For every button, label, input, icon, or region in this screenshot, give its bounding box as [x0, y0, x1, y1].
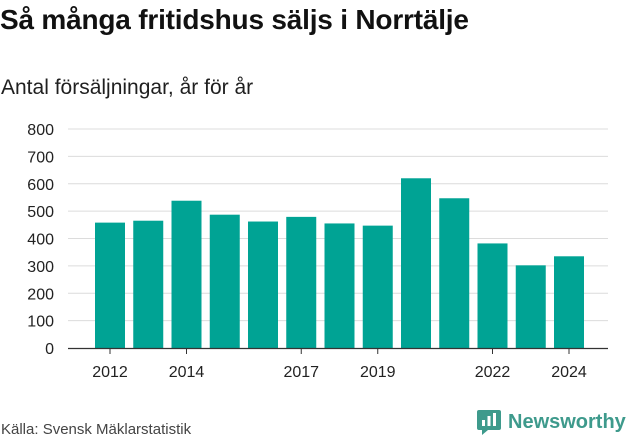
brand-logo: Newsworthy	[476, 407, 626, 437]
x-tick-label: 2019	[360, 364, 396, 381]
source-note: Källa: Svensk Mäklarstatistik	[1, 421, 192, 438]
bar-2021	[439, 198, 470, 348]
bar-2013	[133, 220, 164, 348]
y-axis-tick-labels: 0 100 200 300 400 500 600 700 800	[27, 122, 54, 358]
x-axis: 2012 2014 2017 2019 2022 2024	[68, 347, 608, 381]
bar-2023	[515, 265, 546, 348]
bar-2024	[554, 256, 584, 348]
chart-title: Så många fritidshus säljs i Norrtälje	[0, 4, 469, 35]
y-tick-label: 400	[27, 232, 54, 249]
x-tick-label: 2012	[92, 364, 128, 381]
y-tick-label: 800	[27, 122, 54, 139]
y-tick-label: 200	[27, 286, 54, 303]
bar-2014	[171, 200, 202, 348]
bar-2019	[362, 225, 393, 348]
y-tick-label: 600	[27, 177, 54, 194]
y-tick-label: 100	[27, 314, 54, 331]
bar-2020	[401, 178, 431, 348]
bar-2018	[324, 223, 355, 348]
x-tick-label: 2017	[283, 364, 319, 381]
bar-2017	[286, 216, 317, 348]
bar-2015	[209, 214, 240, 348]
bar-2012	[95, 222, 125, 348]
brand-name: Newsworthy	[508, 410, 626, 433]
chart-subtitle: Antal försäljningar, år för år	[1, 76, 254, 99]
y-tick-label: 500	[27, 204, 54, 221]
x-tick-label: 2014	[169, 364, 205, 381]
x-tick-label: 2022	[475, 364, 511, 381]
y-tick-label: 0	[45, 341, 54, 358]
bar-2016	[248, 221, 278, 348]
newsworthy-logo-icon	[477, 410, 501, 435]
x-tick-label: 2024	[551, 364, 587, 381]
y-tick-label: 300	[27, 259, 54, 276]
bars	[95, 178, 584, 348]
y-tick-label: 700	[27, 149, 54, 166]
bar-2022	[477, 243, 508, 348]
